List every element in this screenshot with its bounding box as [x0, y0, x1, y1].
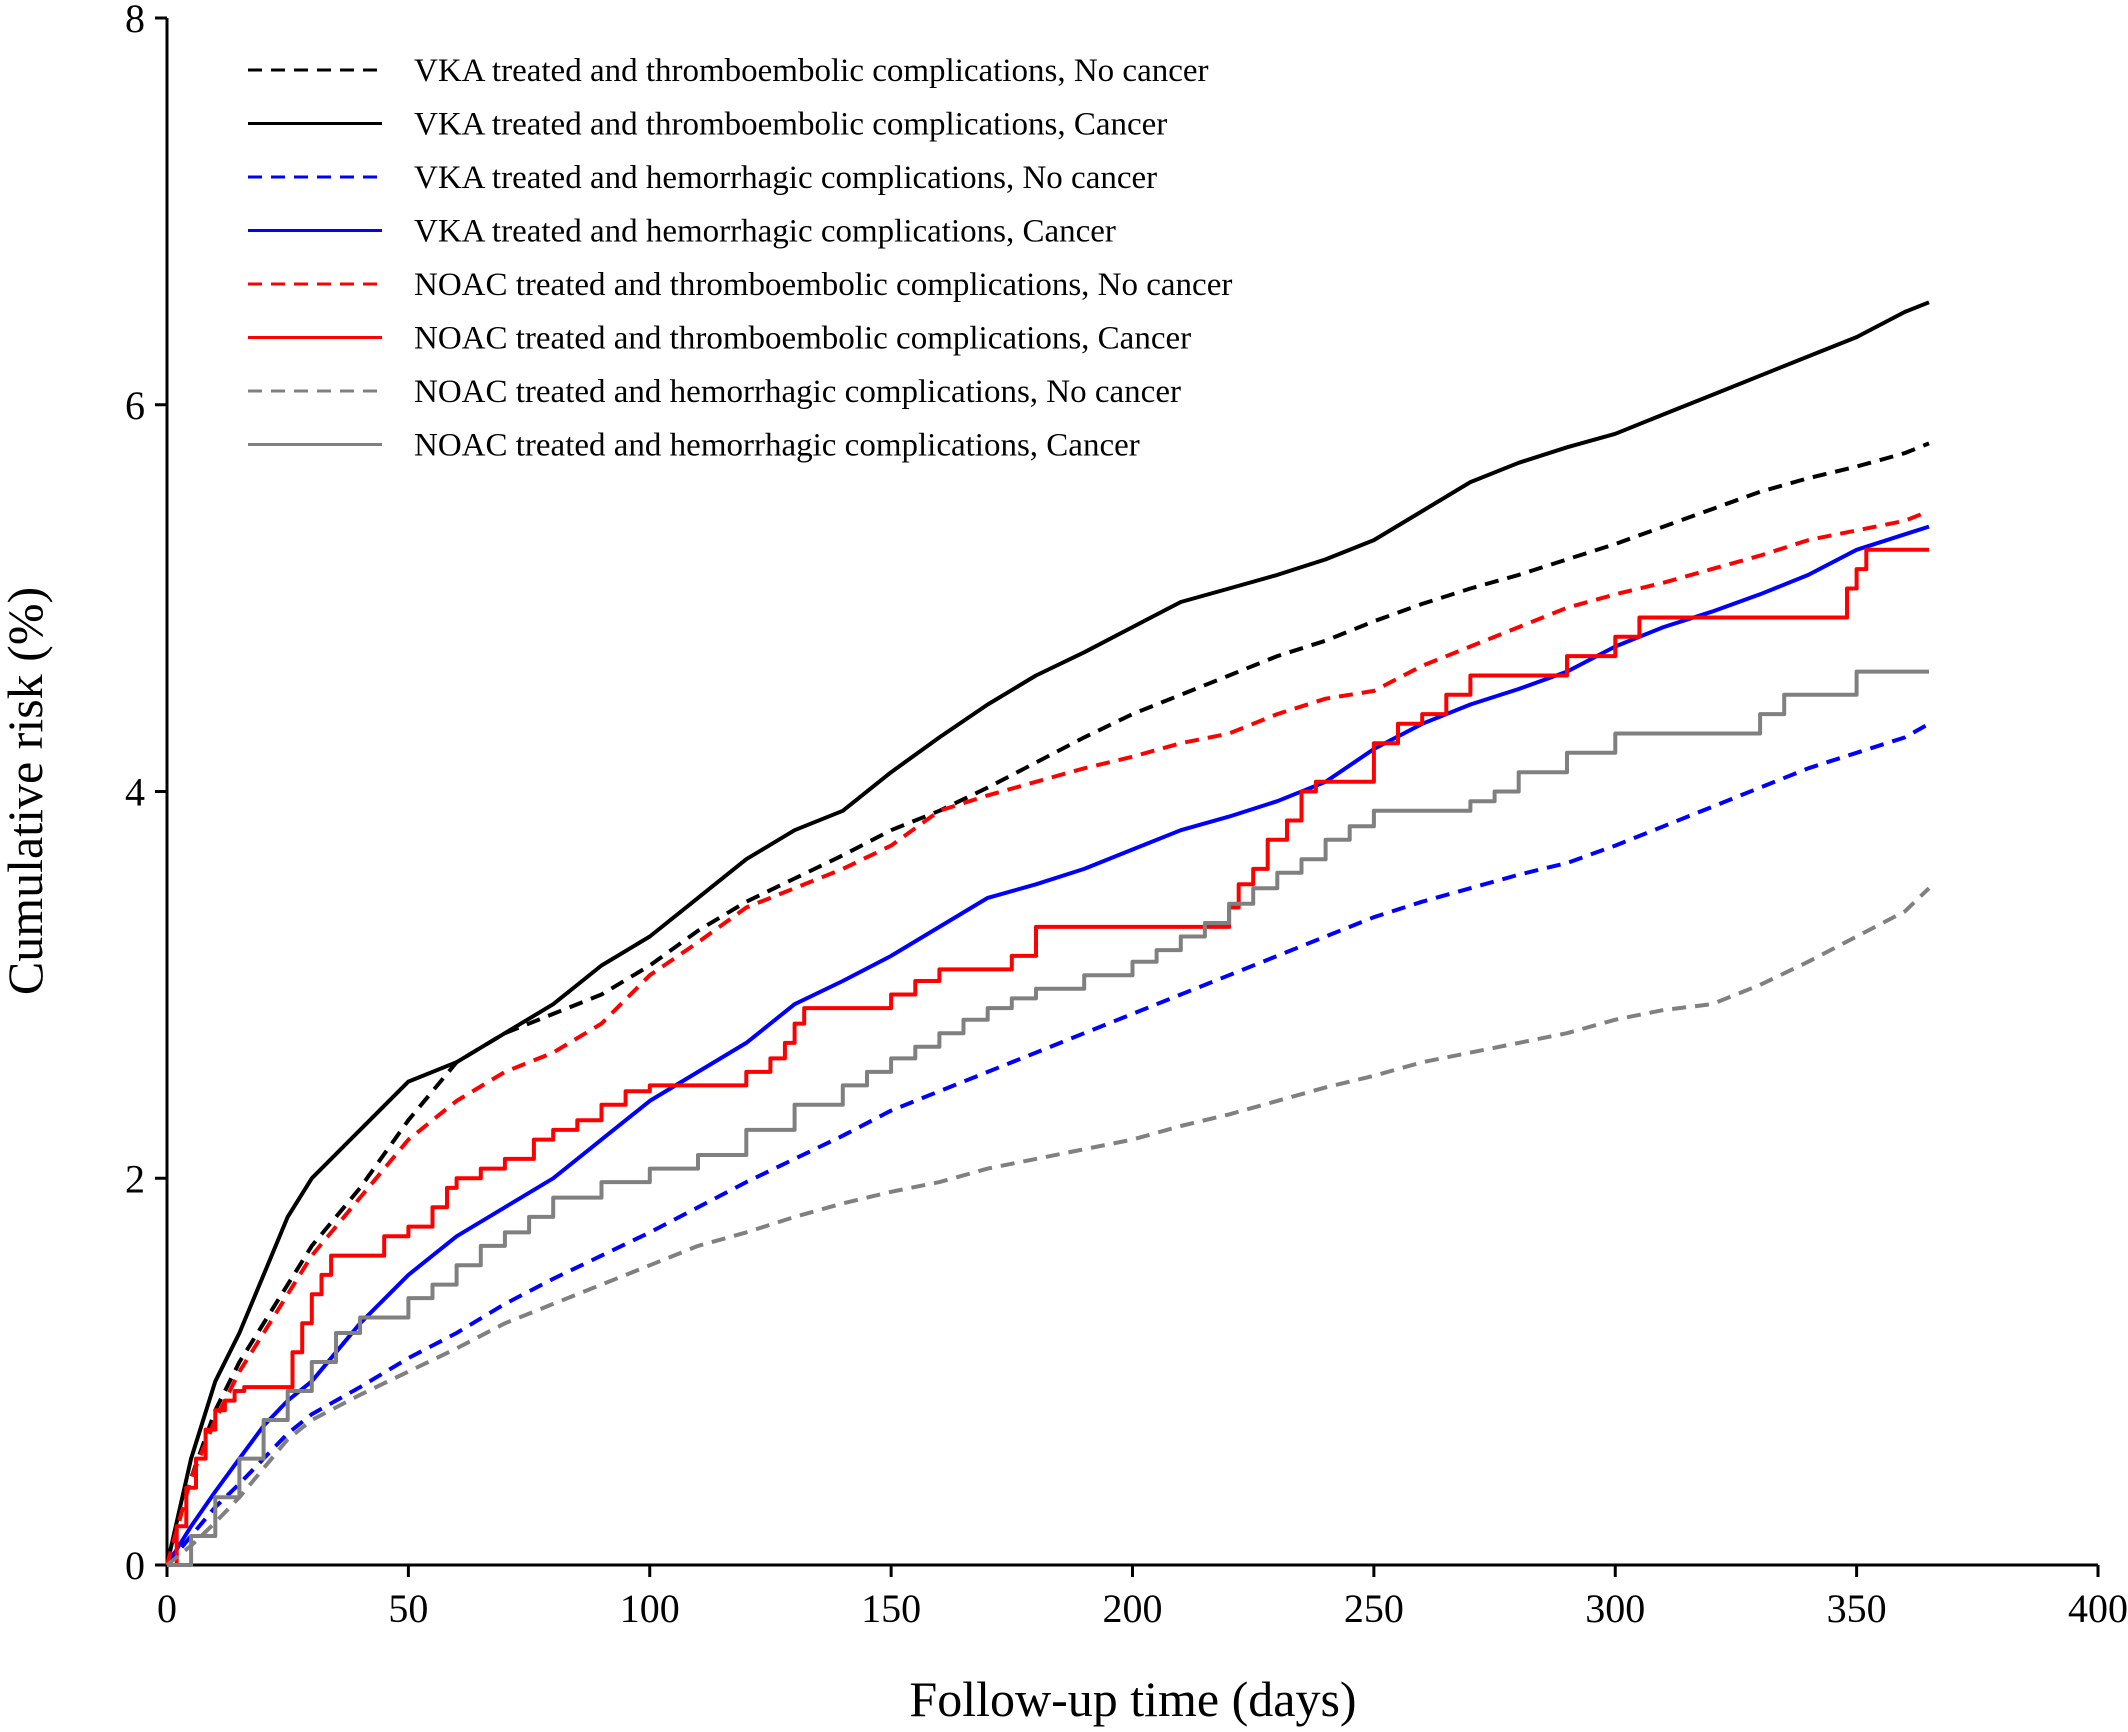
x-tick-label: 350	[1827, 1586, 1887, 1631]
series-line-2	[165, 300, 1930, 1566]
legend-label-3: VKA treated and hemorrhagic complication…	[414, 160, 1157, 196]
series-line-6	[167, 547, 1929, 1567]
series-line-5	[165, 509, 1930, 1566]
legend-label-7: NOAC treated and hemorrhagic complicatio…	[414, 374, 1181, 410]
x-tick-label: 50	[388, 1586, 428, 1631]
y-tick-label: 0	[125, 1543, 145, 1588]
y-ticks: 0 2 4 6 8	[125, 0, 167, 1588]
x-axis-title: Follow-up time (days)	[909, 1671, 1356, 1727]
legend-label-1: VKA treated and thromboembolic complicat…	[414, 53, 1209, 89]
y-tick-label: 8	[125, 0, 145, 41]
series-line-1	[165, 441, 1930, 1566]
x-tick-label: 0	[157, 1586, 177, 1631]
y-axis-title: Cumulative risk (%)	[0, 587, 53, 995]
x-tick-label: 100	[620, 1586, 680, 1631]
legend-label-5: NOAC treated and thromboembolic complica…	[414, 267, 1232, 303]
x-tick-label: 400	[2068, 1586, 2128, 1631]
series-line-7	[165, 886, 1931, 1567]
y-tick-label: 2	[125, 1156, 145, 1201]
x-tick-label: 200	[1103, 1586, 1163, 1631]
legend: VKA treated and thromboembolic complicat…	[248, 53, 1232, 464]
y-tick-label: 6	[125, 383, 145, 428]
series-layer	[165, 300, 1931, 1567]
x-tick-label: 300	[1585, 1586, 1645, 1631]
x-tick-label: 250	[1344, 1586, 1404, 1631]
series-line-3	[165, 722, 1930, 1567]
legend-label-8: NOAC treated and hemorrhagic complicatio…	[414, 428, 1140, 464]
series-line-8	[167, 669, 1929, 1567]
x-tick-label: 150	[861, 1586, 921, 1631]
legend-label-4: VKA treated and hemorrhagic complication…	[414, 214, 1116, 250]
y-tick-label: 4	[125, 770, 145, 815]
series-line-4	[165, 524, 1930, 1567]
legend-label-6: NOAC treated and thromboembolic complica…	[414, 321, 1191, 357]
x-ticks: 0 50 100 150 200 250 300 350 400	[157, 1565, 2128, 1631]
legend-label-2: VKA treated and thromboembolic complicat…	[414, 107, 1167, 143]
